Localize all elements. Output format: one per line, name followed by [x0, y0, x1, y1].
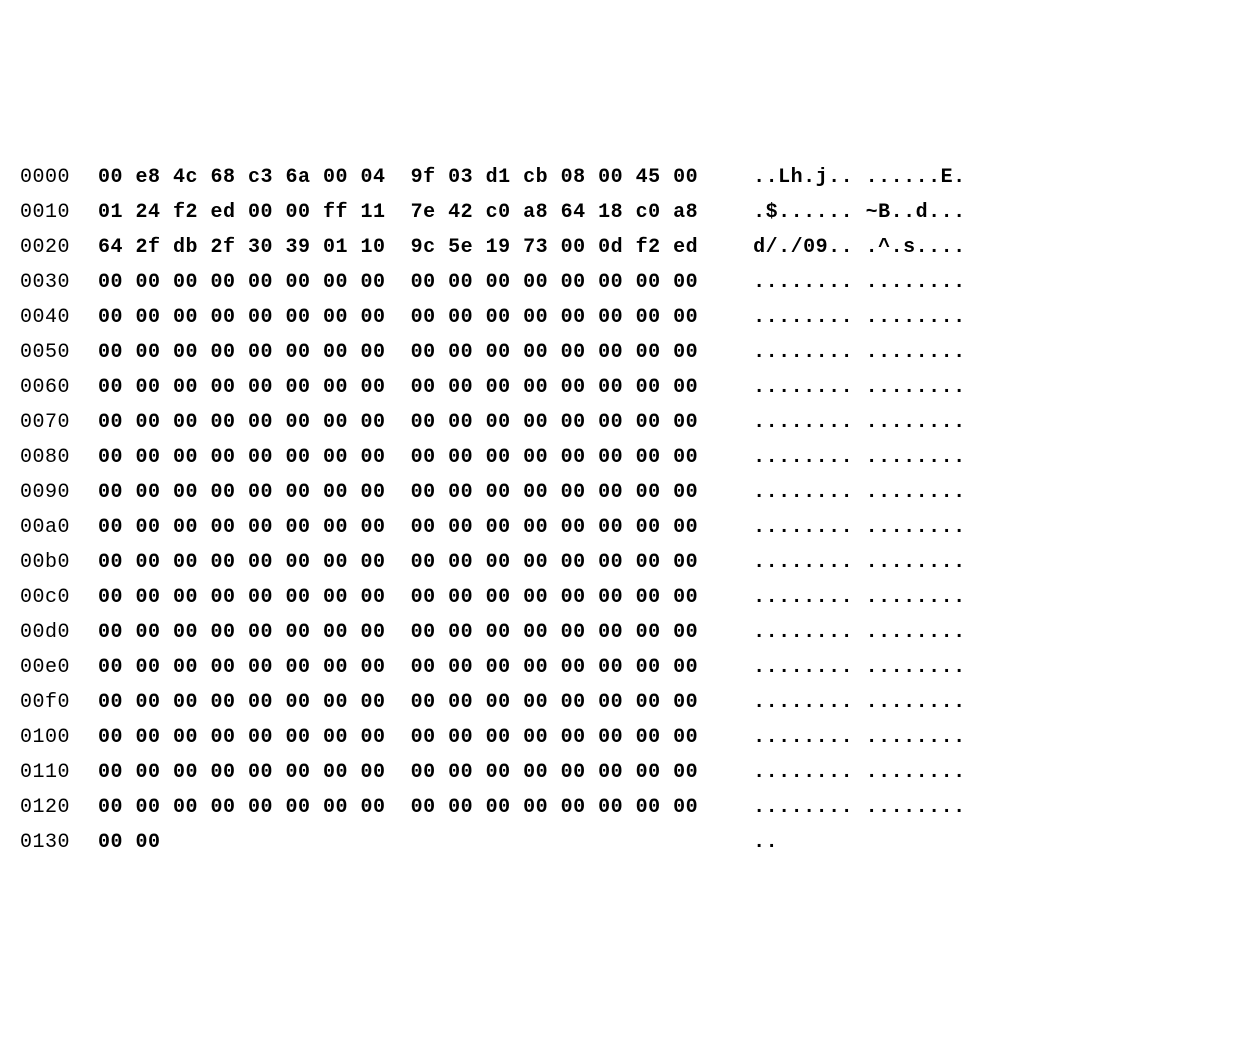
hexdump-row[interactable]: 0020 64 2f db 2f 30 39 01 10 9c 5e 19 73…: [20, 230, 966, 265]
hex-cell: 64 2f db 2f 30 39 01 10 9c 5e 19 73 00 0…: [98, 230, 753, 265]
hexdump-row[interactable]: 0040 00 00 00 00 00 00 00 00 00 00 00 00…: [20, 300, 966, 335]
hexdump-row[interactable]: 00c0 00 00 00 00 00 00 00 00 00 00 00 00…: [20, 580, 966, 615]
hexdump-row[interactable]: 0070 00 00 00 00 00 00 00 00 00 00 00 00…: [20, 405, 966, 440]
ascii-cell: ........ ........: [753, 335, 966, 370]
hexdump-row[interactable]: 0120 00 00 00 00 00 00 00 00 00 00 00 00…: [20, 790, 966, 825]
hex-cell: 00 e8 4c 68 c3 6a 00 04 9f 03 d1 cb 08 0…: [98, 160, 753, 195]
hexdump-table: 0000 00 e8 4c 68 c3 6a 00 04 9f 03 d1 cb…: [20, 160, 966, 860]
hexdump-row[interactable]: 0090 00 00 00 00 00 00 00 00 00 00 00 00…: [20, 475, 966, 510]
hexdump-row[interactable]: 0000 00 e8 4c 68 c3 6a 00 04 9f 03 d1 cb…: [20, 160, 966, 195]
ascii-cell: ........ ........: [753, 265, 966, 300]
ascii-cell: ........ ........: [753, 440, 966, 475]
ascii-cell: ........ ........: [753, 755, 966, 790]
offset-cell: 0090: [20, 475, 98, 510]
hexdump-row[interactable]: 00b0 00 00 00 00 00 00 00 00 00 00 00 00…: [20, 545, 966, 580]
offset-cell: 00c0: [20, 580, 98, 615]
hex-cell: 00 00: [98, 825, 753, 860]
ascii-cell: ..: [753, 825, 966, 860]
offset-cell: 0130: [20, 825, 98, 860]
hexdump-row[interactable]: 00d0 00 00 00 00 00 00 00 00 00 00 00 00…: [20, 615, 966, 650]
hex-cell: 00 00 00 00 00 00 00 00 00 00 00 00 00 0…: [98, 685, 753, 720]
ascii-cell: ........ ........: [753, 615, 966, 650]
offset-cell: 0010: [20, 195, 98, 230]
hex-cell: 00 00 00 00 00 00 00 00 00 00 00 00 00 0…: [98, 300, 753, 335]
hex-cell: 00 00 00 00 00 00 00 00 00 00 00 00 00 0…: [98, 580, 753, 615]
offset-cell: 00a0: [20, 510, 98, 545]
hexdump-row[interactable]: 0080 00 00 00 00 00 00 00 00 00 00 00 00…: [20, 440, 966, 475]
hexdump-row[interactable]: 0010 01 24 f2 ed 00 00 ff 11 7e 42 c0 a8…: [20, 195, 966, 230]
ascii-cell: .$...... ~B..d...: [753, 195, 966, 230]
hexdump-row[interactable]: 0060 00 00 00 00 00 00 00 00 00 00 00 00…: [20, 370, 966, 405]
hex-cell: 00 00 00 00 00 00 00 00 00 00 00 00 00 0…: [98, 720, 753, 755]
hex-cell: 00 00 00 00 00 00 00 00 00 00 00 00 00 0…: [98, 615, 753, 650]
hex-cell: 00 00 00 00 00 00 00 00 00 00 00 00 00 0…: [98, 790, 753, 825]
hex-cell: 00 00 00 00 00 00 00 00 00 00 00 00 00 0…: [98, 650, 753, 685]
ascii-cell: ........ ........: [753, 580, 966, 615]
offset-cell: 0040: [20, 300, 98, 335]
offset-cell: 0110: [20, 755, 98, 790]
hexdump-row[interactable]: 00a0 00 00 00 00 00 00 00 00 00 00 00 00…: [20, 510, 966, 545]
hex-cell: 00 00 00 00 00 00 00 00 00 00 00 00 00 0…: [98, 545, 753, 580]
ascii-cell: ........ ........: [753, 545, 966, 580]
ascii-cell: ........ ........: [753, 650, 966, 685]
offset-cell: 0000: [20, 160, 98, 195]
offset-cell: 00b0: [20, 545, 98, 580]
offset-cell: 0020: [20, 230, 98, 265]
offset-cell: 0100: [20, 720, 98, 755]
offset-cell: 00e0: [20, 650, 98, 685]
ascii-cell: ........ ........: [753, 790, 966, 825]
hex-cell: 00 00 00 00 00 00 00 00 00 00 00 00 00 0…: [98, 370, 753, 405]
hexdump-row[interactable]: 0030 00 00 00 00 00 00 00 00 00 00 00 00…: [20, 265, 966, 300]
hexdump-row[interactable]: 0130 00 00 ..: [20, 825, 966, 860]
offset-cell: 0060: [20, 370, 98, 405]
offset-cell: 0070: [20, 405, 98, 440]
offset-cell: 0080: [20, 440, 98, 475]
ascii-cell: ........ ........: [753, 475, 966, 510]
hex-cell: 00 00 00 00 00 00 00 00 00 00 00 00 00 0…: [98, 440, 753, 475]
hex-cell: 00 00 00 00 00 00 00 00 00 00 00 00 00 0…: [98, 755, 753, 790]
ascii-cell: ........ ........: [753, 720, 966, 755]
hexdump-row[interactable]: 00e0 00 00 00 00 00 00 00 00 00 00 00 00…: [20, 650, 966, 685]
hex-cell: 00 00 00 00 00 00 00 00 00 00 00 00 00 0…: [98, 475, 753, 510]
hex-cell: 00 00 00 00 00 00 00 00 00 00 00 00 00 0…: [98, 510, 753, 545]
hex-cell: 01 24 f2 ed 00 00 ff 11 7e 42 c0 a8 64 1…: [98, 195, 753, 230]
ascii-cell: ........ ........: [753, 370, 966, 405]
hex-cell: 00 00 00 00 00 00 00 00 00 00 00 00 00 0…: [98, 335, 753, 370]
hexdump-row[interactable]: 0100 00 00 00 00 00 00 00 00 00 00 00 00…: [20, 720, 966, 755]
ascii-cell: ........ ........: [753, 685, 966, 720]
ascii-cell: ..Lh.j.. ......E.: [753, 160, 966, 195]
hexdump-row[interactable]: 0050 00 00 00 00 00 00 00 00 00 00 00 00…: [20, 335, 966, 370]
hex-cell: 00 00 00 00 00 00 00 00 00 00 00 00 00 0…: [98, 265, 753, 300]
hexdump-row[interactable]: 0110 00 00 00 00 00 00 00 00 00 00 00 00…: [20, 755, 966, 790]
ascii-cell: ........ ........: [753, 510, 966, 545]
ascii-cell: d/./09.. .^.s....: [753, 230, 966, 265]
offset-cell: 0030: [20, 265, 98, 300]
hexdump-row[interactable]: 00f0 00 00 00 00 00 00 00 00 00 00 00 00…: [20, 685, 966, 720]
hex-cell: 00 00 00 00 00 00 00 00 00 00 00 00 00 0…: [98, 405, 753, 440]
ascii-cell: ........ ........: [753, 405, 966, 440]
offset-cell: 0050: [20, 335, 98, 370]
ascii-cell: ........ ........: [753, 300, 966, 335]
offset-cell: 00f0: [20, 685, 98, 720]
offset-cell: 0120: [20, 790, 98, 825]
offset-cell: 00d0: [20, 615, 98, 650]
